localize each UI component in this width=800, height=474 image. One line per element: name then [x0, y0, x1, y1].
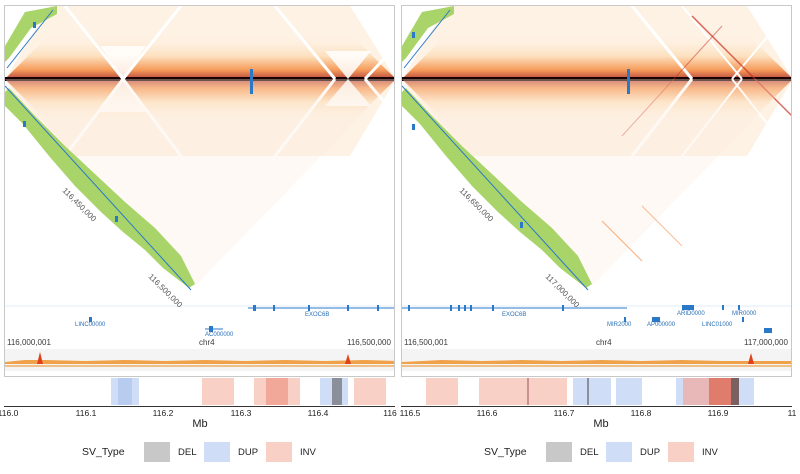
sv-axis-right	[401, 406, 792, 407]
sv-del-box[interactable]	[332, 378, 342, 405]
sv-inv-box[interactable]	[527, 378, 529, 405]
coordinate-start: 116,500,001	[404, 338, 448, 347]
legend-label-del: DEL	[580, 447, 599, 458]
chromosome-label: chr4	[199, 338, 215, 347]
sv-inv-box[interactable]	[479, 378, 567, 405]
gene-label-exoc6b[interactable]: EXOC6B	[502, 312, 527, 318]
axis-title: Mb	[192, 418, 208, 430]
legend-label-dup: DUP	[238, 447, 259, 458]
hic-heatmap-right	[402, 6, 791, 371]
gene-label-small[interactable]: LINC00000	[75, 322, 106, 328]
sv-dup-box[interactable]	[118, 378, 132, 405]
gene-label-small[interactable]: MIR0000	[732, 311, 757, 317]
axis-tick: 116.8	[630, 408, 652, 418]
legend-swatch-dup	[606, 442, 632, 462]
legend-swatch-del	[546, 442, 572, 462]
axis-tick: 116.9	[707, 408, 729, 418]
legend-left: SV_Type DEL DUP INV	[82, 442, 392, 462]
sv-track-left	[4, 378, 395, 408]
coordinate-end: 116,500,000	[347, 338, 391, 347]
legend-right: SV_Type DEL DUP INV	[484, 442, 794, 462]
hic-panel-right: EXOC6B MIR2000 AP000000 LINC01000 ARID00…	[401, 5, 792, 377]
sv-del-box[interactable]	[731, 378, 739, 405]
axis-tick: 11	[787, 408, 797, 418]
sv-inv-box[interactable]	[266, 378, 288, 405]
sv-inv-box[interactable]	[354, 378, 386, 405]
legend-label-del: DEL	[178, 447, 197, 458]
sv-inv-box[interactable]	[426, 378, 458, 405]
legend-swatch-inv	[266, 442, 292, 462]
axis-tick: 116.0	[0, 408, 19, 418]
gene-label-small[interactable]: ARID0000	[677, 311, 705, 317]
gene-label-small[interactable]: AP000000	[647, 322, 676, 328]
legend-title: SV_Type	[82, 446, 125, 458]
axis-tick: 116.5	[399, 408, 421, 418]
sv-dup-box[interactable]	[616, 378, 642, 405]
gene-label-small[interactable]: LINC01000	[702, 322, 733, 328]
coordinate-start: 116,000,001	[7, 338, 51, 347]
gene-label-small[interactable]: MIR2000	[607, 322, 632, 328]
axis-tick: 116.4	[307, 408, 329, 418]
axis-tick: 116	[383, 408, 397, 418]
hic-panel-left: EXOC6B LINC00000 AC000000 116,450,000 11…	[4, 5, 395, 377]
sv-inv-box[interactable]	[202, 378, 234, 405]
sv-track-right	[401, 378, 792, 408]
legend-title: SV_Type	[484, 446, 527, 458]
axis-tick: 116.2	[152, 408, 174, 418]
sv-dup-box[interactable]	[573, 378, 611, 405]
axis-title: Mb	[593, 418, 609, 430]
axis-tick: 116.7	[553, 408, 575, 418]
legend-label-inv: INV	[300, 447, 316, 458]
gene-label-exoc6b[interactable]: EXOC6B	[305, 312, 330, 318]
gene-label-small[interactable]: AC000000	[205, 332, 234, 338]
hic-heatmap-left	[5, 6, 394, 371]
sv-del-box[interactable]	[587, 378, 589, 405]
axis-tick: 116.3	[230, 408, 252, 418]
chromosome-label: chr4	[596, 338, 612, 347]
axis-tick: 116.1	[75, 408, 97, 418]
axis-tick: 116.6	[476, 408, 498, 418]
sv-axis-left	[4, 406, 395, 407]
legend-swatch-inv	[668, 442, 694, 462]
legend-swatch-dup	[204, 442, 230, 462]
legend-label-dup: DUP	[640, 447, 661, 458]
legend-label-inv: INV	[702, 447, 718, 458]
coordinate-end: 117,000,000	[744, 338, 788, 347]
legend-swatch-del	[144, 442, 170, 462]
